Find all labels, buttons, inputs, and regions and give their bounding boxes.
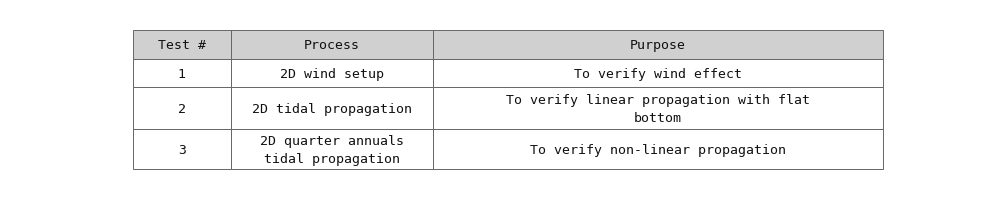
Bar bbox=[133, 129, 231, 170]
Text: 2D tidal propagation: 2D tidal propagation bbox=[252, 102, 411, 115]
Text: To verify wind effect: To verify wind effect bbox=[574, 67, 742, 80]
Text: 1: 1 bbox=[177, 67, 186, 80]
Bar bbox=[133, 88, 231, 129]
Bar bbox=[231, 88, 433, 129]
Bar bbox=[433, 88, 883, 129]
Bar bbox=[231, 129, 433, 170]
Bar bbox=[433, 129, 883, 170]
Text: 2D quarter annuals
tidal propagation: 2D quarter annuals tidal propagation bbox=[260, 134, 403, 165]
Bar bbox=[231, 31, 433, 60]
Text: 2: 2 bbox=[177, 102, 186, 115]
Text: Test #: Test # bbox=[158, 39, 206, 52]
Text: To verify non-linear propagation: To verify non-linear propagation bbox=[530, 143, 786, 156]
Text: To verify linear propagation with flat
bottom: To verify linear propagation with flat b… bbox=[505, 93, 810, 124]
Bar bbox=[433, 60, 883, 88]
Bar bbox=[133, 31, 231, 60]
Text: 2D wind setup: 2D wind setup bbox=[279, 67, 384, 80]
Bar bbox=[231, 60, 433, 88]
Bar bbox=[133, 60, 231, 88]
Text: Purpose: Purpose bbox=[630, 39, 686, 52]
Text: 3: 3 bbox=[177, 143, 186, 156]
Bar bbox=[433, 31, 883, 60]
Text: Process: Process bbox=[303, 39, 360, 52]
